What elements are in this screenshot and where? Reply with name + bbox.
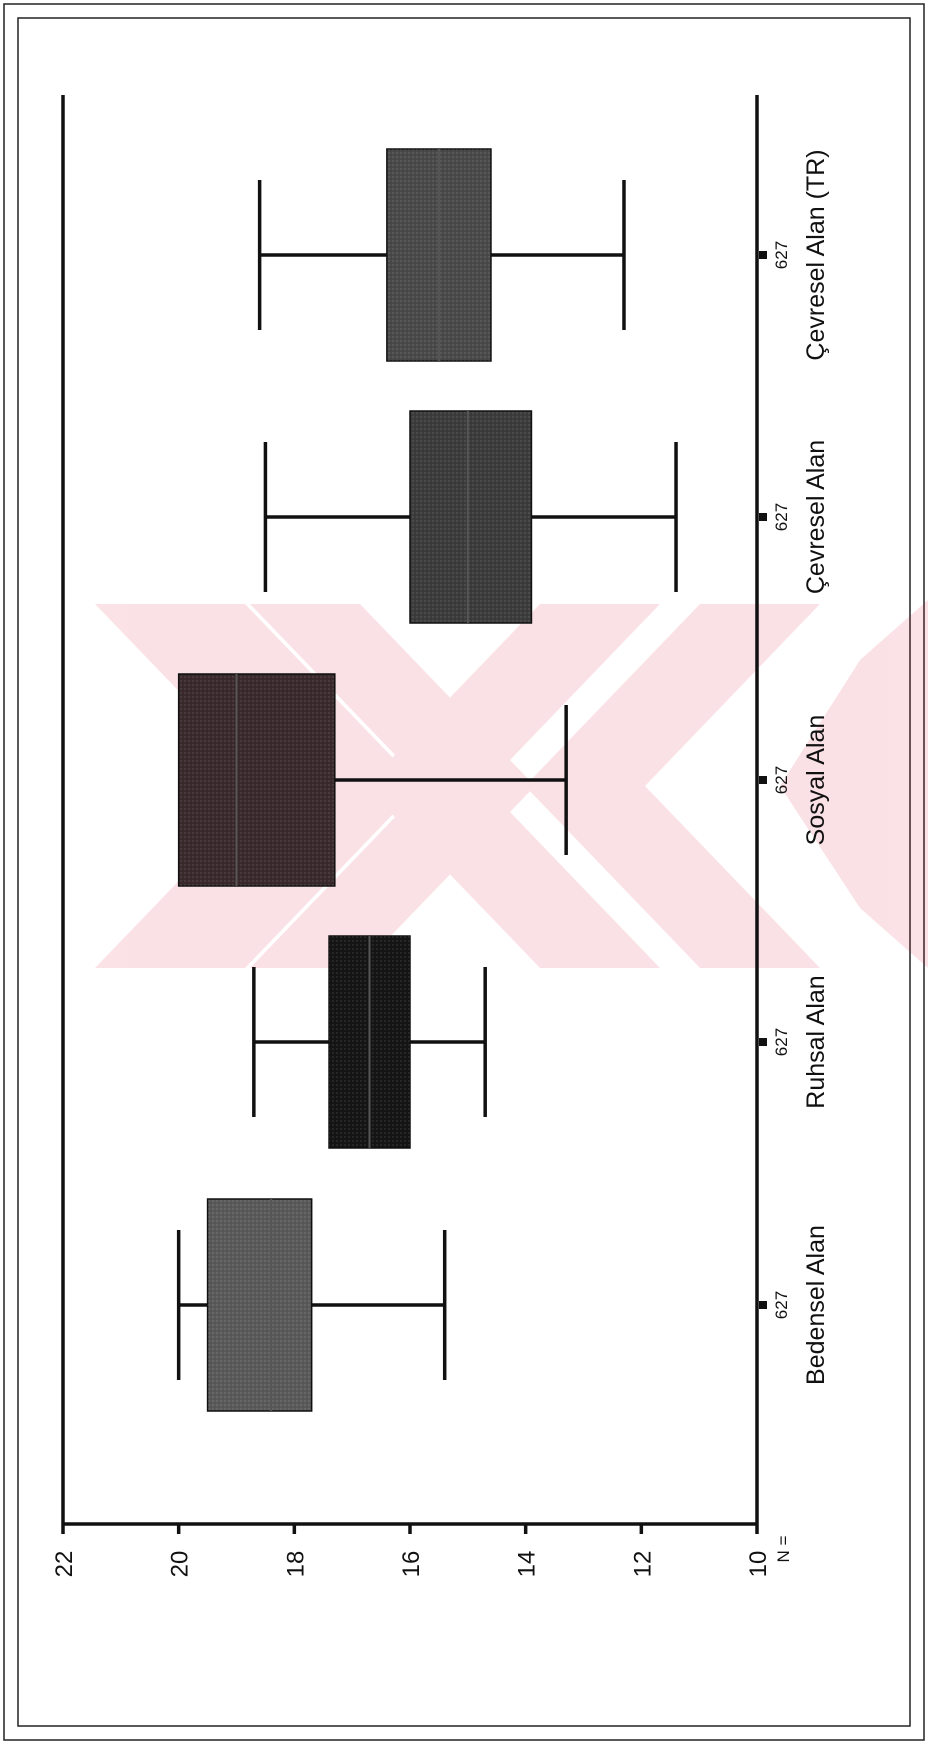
value-tick-label: 20 xyxy=(167,1551,194,1578)
n-value: 627 xyxy=(772,1028,791,1056)
category-label: Ruhsal Alan xyxy=(802,975,830,1108)
value-tick-label: 10 xyxy=(745,1551,772,1578)
box-texture xyxy=(207,1199,312,1411)
category-tick xyxy=(759,513,767,521)
value-tick-label: 16 xyxy=(398,1551,425,1578)
n-value: 627 xyxy=(772,1291,791,1319)
page-frame xyxy=(3,3,925,1741)
watermark xyxy=(95,600,928,968)
value-tick-label: 12 xyxy=(629,1551,656,1578)
category-tick xyxy=(759,776,767,784)
n-value: 627 xyxy=(772,503,791,531)
category-label: Çevresel Alan (TR) xyxy=(802,149,830,360)
n-value: 627 xyxy=(772,766,791,794)
plot-layer: 10 12 14 16 18 20 22 N = 627 Bedensel Alan 627 Ruhs… xyxy=(51,95,830,1577)
value-tick-label: 22 xyxy=(51,1551,78,1578)
chart-frame xyxy=(17,17,911,1727)
n-label: N = xyxy=(774,1535,793,1562)
category-tick xyxy=(759,1301,767,1309)
n-value: 627 xyxy=(772,241,791,269)
category-label: Sosyal Alan xyxy=(802,715,830,846)
category-label: Bedensel Alan xyxy=(802,1225,830,1385)
value-tick-label: 14 xyxy=(514,1551,541,1578)
category-label: Çevresel Alan xyxy=(802,440,830,594)
box-texture xyxy=(410,411,532,623)
box-texture xyxy=(178,674,335,886)
category-tick xyxy=(759,1038,767,1046)
value-tick-label: 18 xyxy=(282,1551,309,1578)
category-tick xyxy=(759,251,767,259)
